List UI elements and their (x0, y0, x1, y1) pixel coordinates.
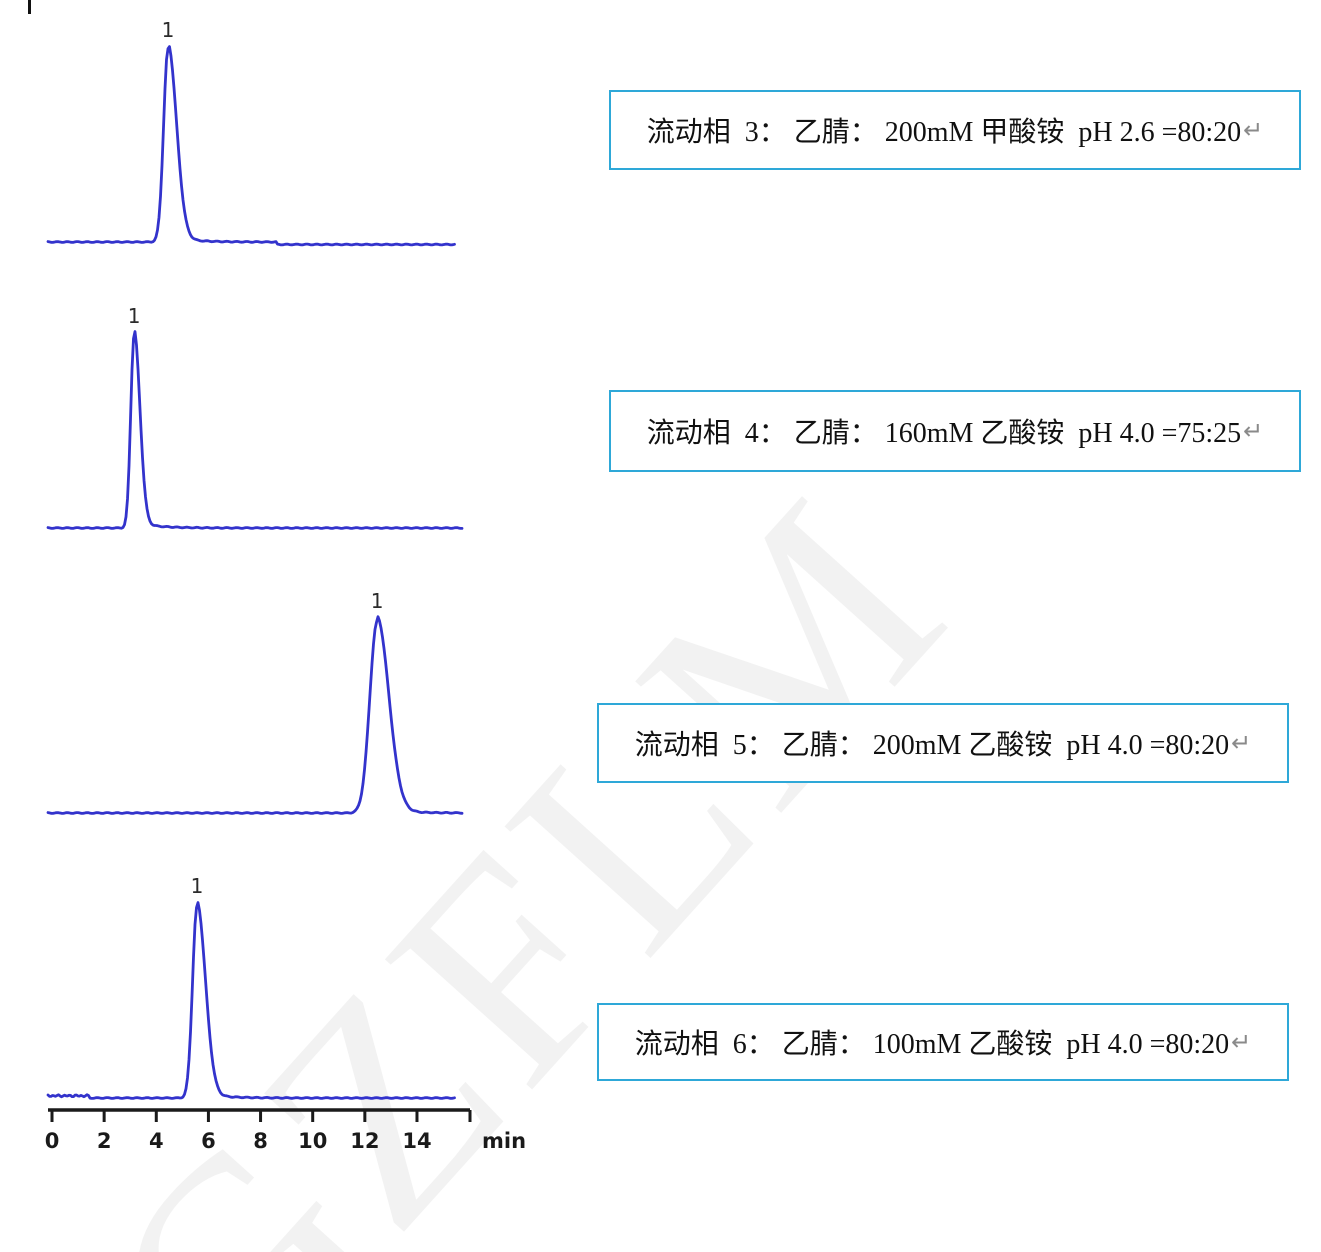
trace-mobile-phase-4 (46, 330, 464, 530)
x-axis-unit-label: min (482, 1129, 526, 1153)
peak-label-3: 1 (162, 18, 175, 42)
x-axis-tick-label: 6 (201, 1129, 216, 1153)
text-cursor (28, 0, 31, 14)
trace-mobile-phase-3 (46, 45, 456, 247)
trace-mobile-phase-5 (46, 615, 464, 815)
x-axis-tick-label: 12 (350, 1129, 379, 1153)
x-axis-tick-label: 8 (253, 1129, 268, 1153)
x-axis-tick-label: 10 (298, 1129, 327, 1153)
return-mark-icon: ↵ (1231, 1028, 1252, 1056)
mobile-phase-text-5: 流动相 5： 乙腈： 200mM 乙酸铵 pH 4.0 =80:20 (634, 730, 1230, 761)
mobile-phase-text-3: 流动相 3： 乙腈： 200mM 甲酸铵 pH 2.6 =80:20 (646, 117, 1242, 148)
return-mark-icon: ↵ (1243, 116, 1264, 144)
mobile-phase-box-3: 流动相 3： 乙腈： 200mM 甲酸铵 pH 2.6 =80:20 ↵ (609, 90, 1301, 170)
x-axis-tick-label: 14 (402, 1129, 431, 1153)
peak-label-4: 1 (128, 304, 141, 328)
return-mark-icon: ↵ (1243, 417, 1264, 445)
mobile-phase-box-6: 流动相 6： 乙腈： 100mM 乙酸铵 pH 4.0 =80:20 ↵ (597, 1003, 1289, 1081)
mobile-phase-box-5: 流动相 5： 乙腈： 200mM 乙酸铵 pH 4.0 =80:20 ↵ (597, 703, 1289, 783)
return-mark-icon: ↵ (1231, 729, 1252, 757)
x-axis-tick-label: 2 (97, 1129, 112, 1153)
trace-mobile-phase-6 (46, 901, 456, 1100)
peak-label-6: 1 (191, 874, 204, 898)
x-axis-tick-label: 0 (45, 1129, 60, 1153)
mobile-phase-text-4: 流动相 4： 乙腈： 160mM 乙酸铵 pH 4.0 =75:25 (646, 418, 1242, 449)
mobile-phase-text-6: 流动相 6： 乙腈： 100mM 乙酸铵 pH 4.0 =80:20 (634, 1029, 1230, 1060)
peak-label-5: 1 (371, 589, 384, 613)
mobile-phase-box-4: 流动相 4： 乙腈： 160mM 乙酸铵 pH 4.0 =75:25 ↵ (609, 390, 1301, 472)
x-axis-tick-label: 4 (149, 1129, 164, 1153)
